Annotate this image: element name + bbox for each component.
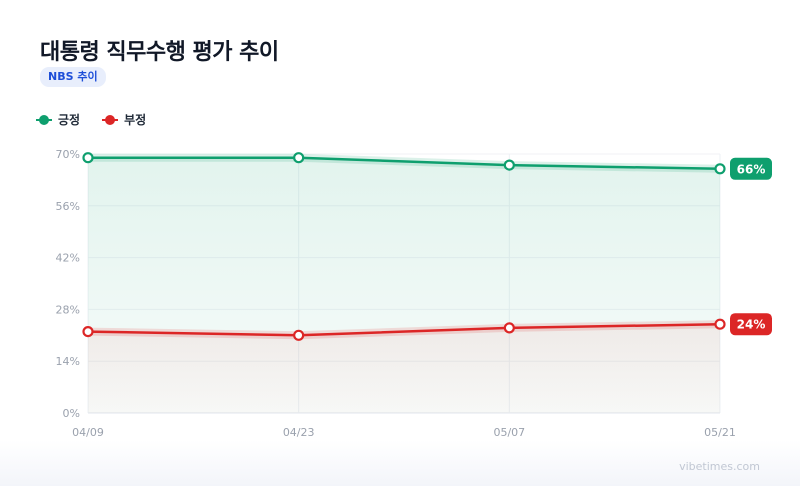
end-value-label: 24% <box>737 318 766 332</box>
y-tick-label: 42% <box>56 252 80 265</box>
y-tick-label: 56% <box>56 200 80 213</box>
watermark: vibetimes.com <box>679 460 760 473</box>
data-point <box>82 152 94 164</box>
data-point <box>714 163 726 175</box>
x-tick-label: 05/21 <box>704 426 736 439</box>
y-tick-label: 70% <box>56 148 80 161</box>
legend-label: 부정 <box>124 113 147 127</box>
data-point <box>503 159 515 171</box>
legend-item-positive[interactable]: 긍정 <box>36 111 80 128</box>
chart-title: 대통령 직무수행 평가 추이 <box>40 40 279 65</box>
y-tick-label: 28% <box>56 303 80 316</box>
series-area <box>88 324 720 413</box>
data-point <box>293 152 305 164</box>
end-value-label: 66% <box>737 162 766 176</box>
legend-label: 긍정 <box>58 113 81 127</box>
legend-marker-icon <box>102 114 119 125</box>
x-tick-label: 05/07 <box>493 426 525 439</box>
data-point <box>293 329 305 341</box>
y-tick-label: 0% <box>63 407 80 420</box>
x-tick-label: 04/09 <box>72 426 104 439</box>
end-value-badge <box>730 157 772 180</box>
legend-marker-icon <box>36 114 52 125</box>
x-tick-label: 04/23 <box>283 426 315 439</box>
data-point <box>714 318 726 330</box>
end-value-badge <box>730 313 772 336</box>
data-point <box>503 322 515 334</box>
data-point <box>82 326 94 338</box>
series-line <box>86 156 722 171</box>
source-badge: NBS 추이 <box>40 67 106 87</box>
y-tick-label: 14% <box>56 355 80 368</box>
legend: 긍정 부정 <box>36 111 146 128</box>
series-line <box>86 322 722 337</box>
legend-item-negative[interactable]: 부정 <box>102 111 146 128</box>
